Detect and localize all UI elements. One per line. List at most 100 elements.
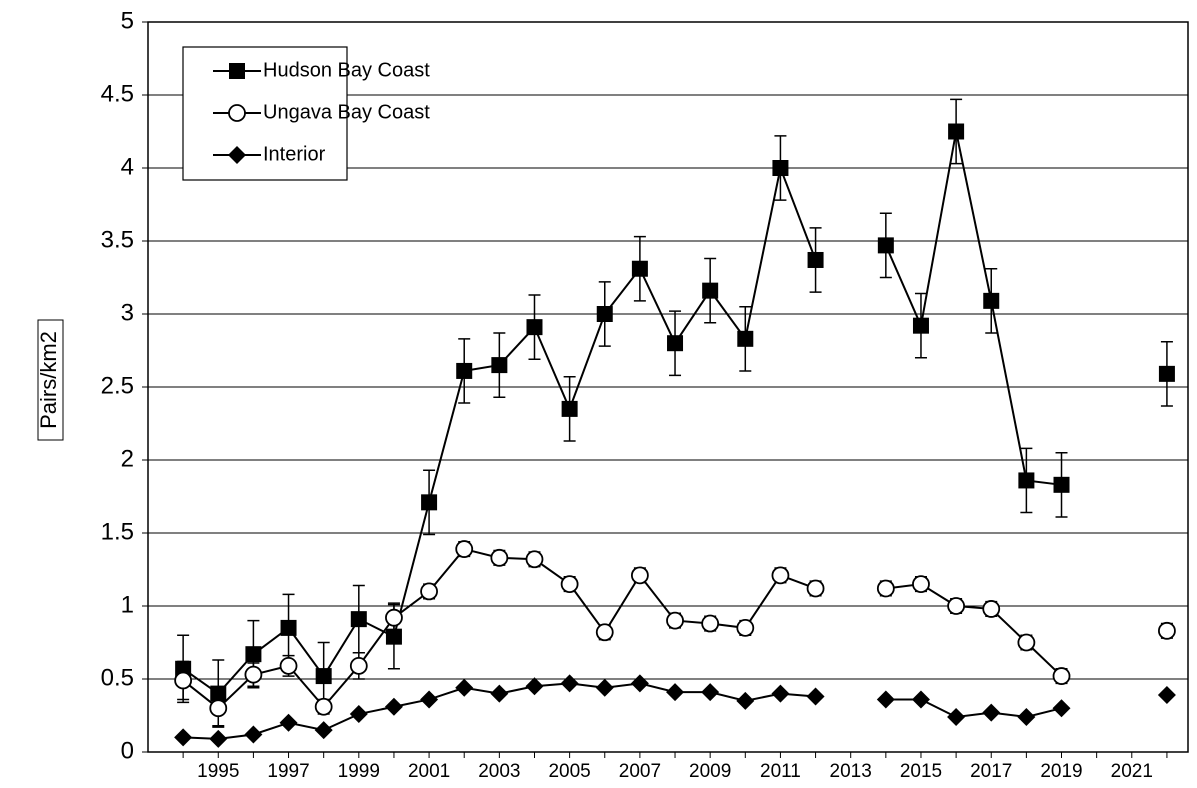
- y-tick-label: 2.5: [101, 372, 134, 399]
- legend: Hudson Bay Coast Ungava Bay Coast Interior: [182, 46, 430, 181]
- data-point: [455, 540, 474, 558]
- data-point: [174, 671, 193, 690]
- data-point: [983, 292, 1000, 309]
- data-point: [420, 690, 439, 709]
- y-tick-label: 5: [121, 7, 134, 34]
- data-point: [349, 656, 368, 675]
- data-point: [385, 608, 403, 627]
- legend-marker: [228, 104, 246, 122]
- data-point: [245, 646, 262, 663]
- data-point: [525, 677, 544, 696]
- data-point: [1158, 365, 1175, 382]
- x-tick-label: 2019: [1040, 761, 1082, 782]
- x-tick-label: 1995: [197, 761, 239, 782]
- data-point: [1052, 699, 1071, 718]
- legend-marker: [228, 146, 246, 164]
- data-point: [525, 550, 544, 569]
- data-point: [560, 674, 579, 693]
- data-point: [807, 251, 824, 268]
- y-tick-label: 0.5: [101, 664, 134, 691]
- legend-label: Ungava Bay Coast: [263, 101, 430, 123]
- data-point: [595, 623, 614, 642]
- legend-label: Hudson Bay Coast: [263, 59, 430, 81]
- data-point: [244, 725, 263, 744]
- data-point: [280, 619, 297, 636]
- data-point: [384, 697, 403, 716]
- data-point: [314, 697, 333, 716]
- data-point: [455, 678, 474, 697]
- y-label-box: [37, 319, 64, 441]
- y-tick-label: 0: [121, 737, 134, 764]
- data-point: [982, 703, 1001, 722]
- y-tick-label: 1: [121, 591, 134, 618]
- data-point: [736, 619, 755, 637]
- y-axis-label: Pairs/km2: [36, 331, 61, 429]
- x-tick-label: 2007: [619, 761, 661, 782]
- data-point: [349, 705, 368, 724]
- data-point: [876, 690, 895, 709]
- data-point: [948, 123, 965, 140]
- data-point: [702, 282, 719, 299]
- data-point: [771, 566, 790, 585]
- legend-label: Interior: [263, 143, 326, 165]
- data-point: [736, 691, 755, 710]
- x-tick-label: 2009: [689, 761, 731, 782]
- data-point: [947, 707, 966, 726]
- y-tick-label: 2: [121, 445, 134, 472]
- data-point: [1053, 476, 1070, 493]
- data-point: [595, 678, 614, 697]
- data-point: [806, 687, 825, 706]
- data-point: [456, 362, 473, 379]
- data-point: [490, 684, 509, 703]
- x-tick-label: 1999: [338, 761, 380, 782]
- data-point: [560, 575, 579, 593]
- x-tick-label: 2003: [478, 761, 520, 782]
- y-tick-label: 3: [121, 299, 134, 326]
- x-tick-label: 2011: [760, 761, 801, 782]
- data-point: [421, 494, 438, 511]
- data-point: [1018, 472, 1035, 489]
- data-point: [772, 160, 789, 176]
- data-point: [912, 575, 930, 593]
- data-point: [666, 683, 685, 702]
- data-point: [737, 330, 754, 347]
- data-point: [631, 260, 648, 277]
- data-point: [1017, 633, 1036, 652]
- data-point: [209, 729, 228, 748]
- data-point: [596, 306, 613, 322]
- data-point: [982, 600, 1001, 618]
- data-point: [1157, 686, 1176, 705]
- data-point: [667, 335, 684, 352]
- data-point: [876, 579, 895, 598]
- legend-marker: [229, 63, 245, 79]
- x-tick-label: 1997: [267, 761, 309, 782]
- data-point: [279, 713, 298, 732]
- data-point: [912, 317, 929, 334]
- data-point: [314, 721, 333, 740]
- data-point: [701, 683, 720, 702]
- data-point: [771, 684, 790, 703]
- data-point: [490, 548, 509, 567]
- data-point: [911, 690, 930, 709]
- data-point: [526, 319, 543, 336]
- series-line: [183, 132, 1167, 694]
- y-tick-label: 3.5: [101, 226, 134, 253]
- data-point: [1052, 667, 1071, 685]
- data-point: [630, 566, 649, 585]
- data-point: [877, 237, 894, 254]
- data-point: [279, 656, 298, 675]
- y-tick-label: 4.5: [101, 80, 134, 107]
- x-tick-label: 2021: [1111, 761, 1153, 782]
- data-point: [701, 614, 720, 633]
- data-point: [315, 668, 332, 685]
- data-point: [947, 597, 966, 615]
- data-point: [666, 611, 684, 630]
- data-point: [806, 579, 825, 598]
- y-tick-label: 4: [121, 153, 134, 180]
- data-point: [350, 611, 367, 628]
- data-point: [174, 728, 193, 747]
- x-tick-label: 2005: [548, 761, 590, 782]
- data-point: [630, 674, 649, 693]
- legend-box: [182, 46, 348, 181]
